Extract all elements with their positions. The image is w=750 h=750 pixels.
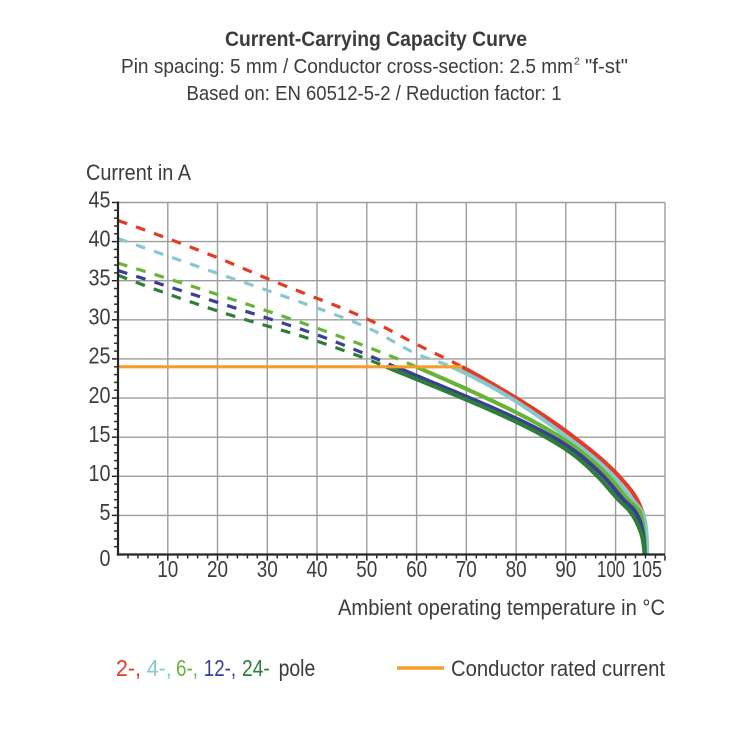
svg-text:10: 10	[157, 556, 178, 582]
svg-text:10: 10	[89, 460, 111, 486]
svg-text:12-,: 12-,	[204, 655, 236, 681]
svg-text:35: 35	[89, 265, 111, 291]
svg-text:2: 2	[574, 56, 580, 68]
svg-text:20: 20	[89, 382, 111, 408]
svg-text:2-,: 2-,	[116, 655, 141, 681]
svg-text:80: 80	[506, 556, 527, 582]
svg-text:Conductor rated current: Conductor rated current	[451, 656, 665, 681]
svg-text:pole: pole	[279, 655, 316, 681]
svg-text:0: 0	[100, 545, 111, 571]
svg-text:70: 70	[456, 556, 477, 582]
svg-text:40: 40	[89, 225, 111, 251]
svg-text:30: 30	[257, 556, 278, 582]
svg-text:15: 15	[89, 421, 111, 447]
svg-text:50: 50	[356, 556, 377, 582]
svg-text:25: 25	[89, 343, 111, 369]
svg-text:6-,: 6-,	[176, 655, 198, 681]
svg-text:"f-st": "f-st"	[585, 55, 628, 78]
svg-text:4-,: 4-,	[147, 655, 172, 681]
svg-text:40: 40	[307, 556, 328, 582]
svg-text:105: 105	[632, 556, 662, 582]
svg-text:90: 90	[555, 556, 576, 582]
svg-text:24-: 24-	[242, 655, 270, 681]
svg-text:45: 45	[89, 186, 111, 212]
svg-text:100: 100	[597, 556, 625, 582]
svg-text:Current-Carrying Capacity Curv: Current-Carrying Capacity Curve	[225, 28, 527, 51]
svg-text:Current in A: Current in A	[86, 160, 191, 185]
svg-text:Pin spacing: 5 mm / Conductor: Pin spacing: 5 mm / Conductor cross-sect…	[121, 55, 573, 78]
svg-text:60: 60	[406, 556, 427, 582]
svg-text:Ambient operating temperature: Ambient operating temperature in °C	[338, 595, 665, 620]
svg-text:5: 5	[100, 499, 111, 525]
svg-text:Based on: EN 60512-5-2 / Reduc: Based on: EN 60512-5-2 / Reduction facto…	[187, 82, 562, 105]
svg-text:20: 20	[207, 556, 228, 582]
svg-text:30: 30	[89, 304, 111, 330]
